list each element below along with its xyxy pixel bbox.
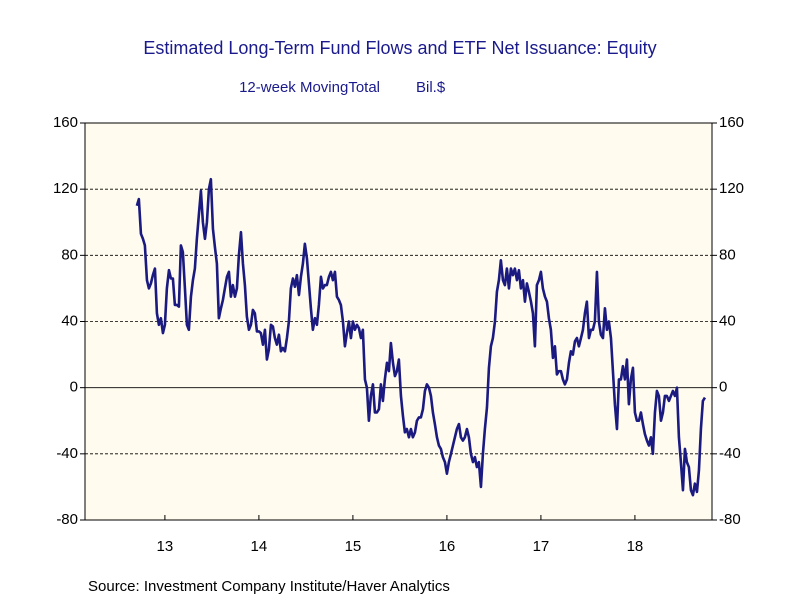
y2-tick-label: -40 [719,445,741,462]
y-tick-label: 40 [61,312,78,329]
y2-tick-label: 120 [719,180,744,197]
chart-title: Estimated Long-Term Fund Flows and ETF N… [143,38,656,58]
x-tick-label: 18 [627,538,644,555]
y-tick-label: -40 [56,445,78,462]
y2-tick-label: 80 [719,246,736,263]
y-tick-label: -80 [56,511,78,528]
line-series [135,177,707,497]
x-tick-label: 17 [533,538,550,555]
y-tick-label: 120 [53,180,78,197]
x-tick-label: 14 [251,538,268,555]
source-note: Source: Investment Company Institute/Hav… [88,578,450,595]
y2-tick-label: 0 [719,379,727,396]
y-tick-label: 80 [61,246,78,263]
y-tick-label: 0 [70,379,78,396]
chart-subtitle: 12-week MovingTotal [239,79,380,96]
y2-tick-label: 40 [719,312,736,329]
y2-tick-label: 160 [719,114,744,131]
x-tick-label: 15 [345,538,362,555]
unit-label: Bil.$ [416,79,446,96]
y2-tick-label: -80 [719,511,741,528]
x-tick-label: 13 [157,538,174,555]
y-tick-label: 160 [53,114,78,131]
x-tick-label: 16 [439,538,456,555]
